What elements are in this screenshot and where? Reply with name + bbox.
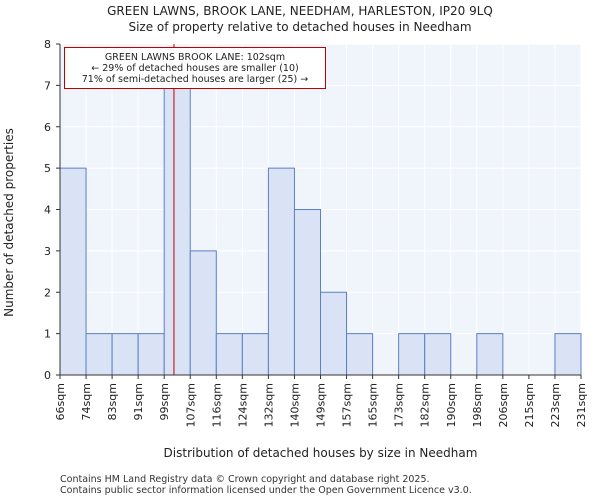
x-tick-label: 91sqm xyxy=(132,383,145,420)
annotation-line-3: 71% of semi-detached houses are larger (… xyxy=(81,74,309,85)
x-tick-label: 157sqm xyxy=(341,383,354,427)
footer-line-2: Contains public sector information licen… xyxy=(60,485,472,496)
x-tick-label: 74sqm xyxy=(80,383,93,420)
y-tick-label: 0 xyxy=(44,369,51,382)
bar xyxy=(241,333,269,376)
bar xyxy=(398,333,426,376)
y-tick-label: 4 xyxy=(44,204,51,217)
bar xyxy=(85,333,113,376)
annotation-box: GREEN LAWNS BROOK LANE: 102sqm ← 29% of … xyxy=(64,47,326,89)
bar xyxy=(189,250,217,376)
x-tick-label: 124sqm xyxy=(236,383,249,427)
x-tick-label: 140sqm xyxy=(288,383,301,427)
bar xyxy=(267,167,295,376)
y-tick-label: 7 xyxy=(44,79,51,92)
y-tick-label: 3 xyxy=(44,245,51,258)
x-tick-label: 231sqm xyxy=(575,383,588,427)
x-tick-label: 223sqm xyxy=(549,383,562,427)
x-tick-label: 132sqm xyxy=(262,383,275,427)
bar xyxy=(215,333,243,376)
y-tick-label: 6 xyxy=(44,121,51,134)
x-tick-label: 116sqm xyxy=(210,383,223,427)
y-tick-label: 8 xyxy=(44,38,51,51)
x-axis-title: Distribution of detached houses by size … xyxy=(164,446,478,460)
x-tick-label: 198sqm xyxy=(471,383,484,427)
chart-title: GREEN LAWNS, BROOK LANE, NEEDHAM, HARLES… xyxy=(107,4,493,18)
y-tick-label: 5 xyxy=(44,162,51,175)
x-tick-label: 165sqm xyxy=(367,383,380,427)
y-tick-label: 2 xyxy=(44,286,51,299)
x-tick-label: 83sqm xyxy=(106,383,119,420)
bar xyxy=(137,333,165,376)
bar xyxy=(320,291,348,376)
x-tick-label: 149sqm xyxy=(315,383,328,427)
bar xyxy=(293,209,322,376)
bar xyxy=(59,167,87,376)
x-tick-label: 99sqm xyxy=(158,383,171,420)
x-tick-label: 190sqm xyxy=(445,383,458,427)
annotation-line-1: GREEN LAWNS BROOK LANE: 102sqm xyxy=(104,52,286,63)
bar xyxy=(346,333,374,376)
y-axis-title: Number of detached properties xyxy=(2,128,16,317)
bar xyxy=(424,333,452,376)
bar xyxy=(476,333,504,376)
x-tick-label: 173sqm xyxy=(393,383,406,427)
x-tick-label: 66sqm xyxy=(54,383,67,420)
x-tick-label: 182sqm xyxy=(419,383,432,427)
bar xyxy=(554,333,582,376)
chart-subtitle: Size of property relative to detached ho… xyxy=(128,20,472,34)
x-tick-label: 215sqm xyxy=(523,383,536,427)
x-tick-label: 107sqm xyxy=(184,383,197,427)
annotation-line-2: ← 29% of detached houses are smaller (10… xyxy=(91,63,299,74)
bar xyxy=(163,84,191,376)
footer-line-1: Contains HM Land Registry data © Crown c… xyxy=(60,474,430,485)
x-tick-label: 206sqm xyxy=(497,383,510,427)
bar xyxy=(111,333,139,376)
y-tick-label: 1 xyxy=(44,328,51,341)
